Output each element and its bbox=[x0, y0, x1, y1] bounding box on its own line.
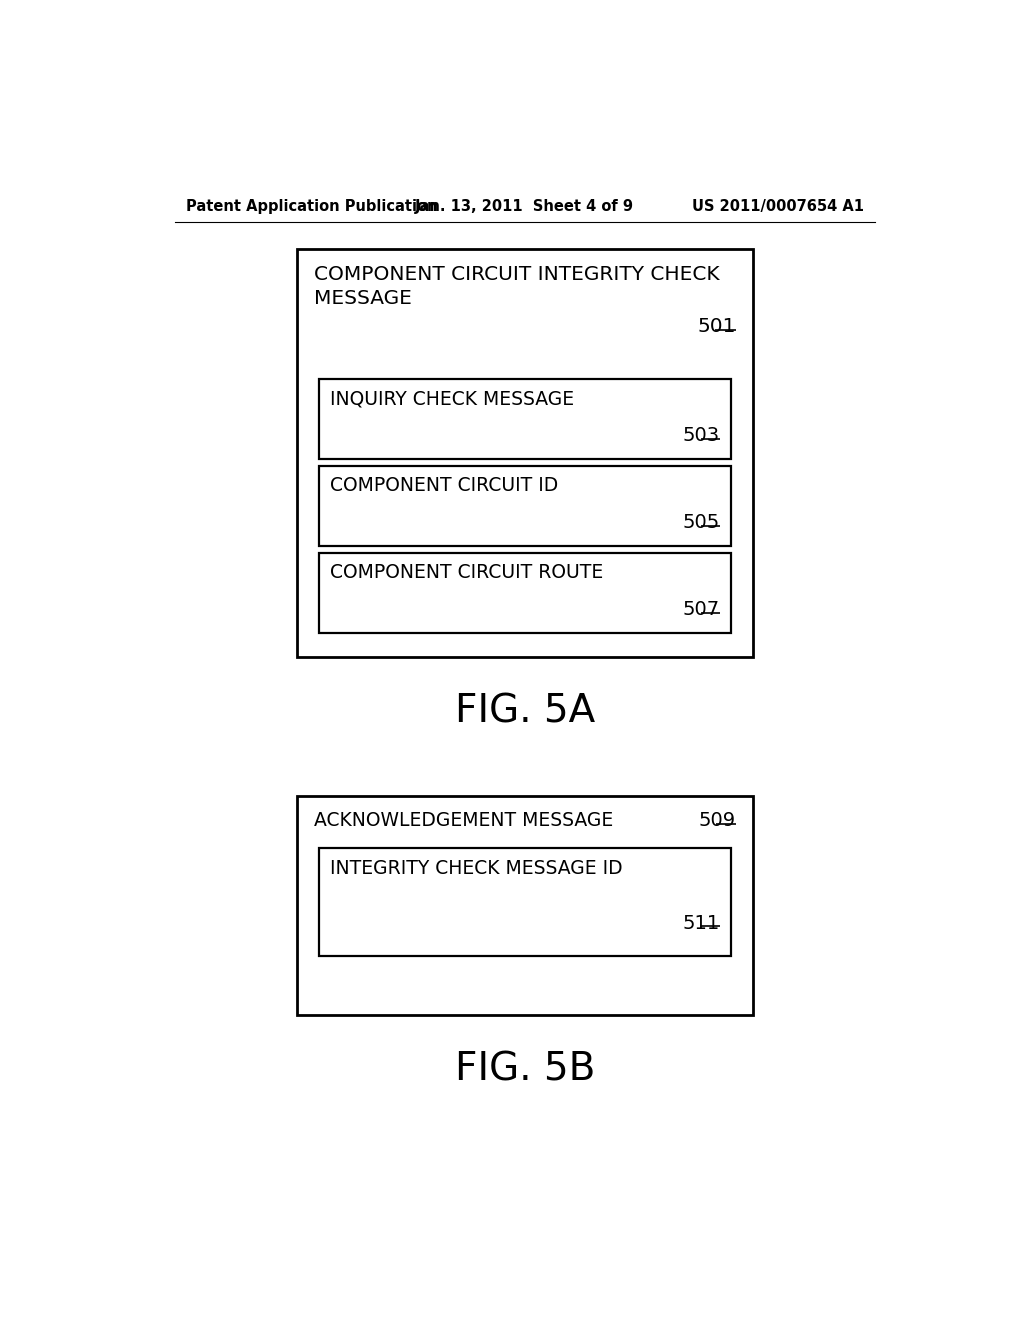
Bar bbox=[297, 249, 753, 657]
Bar bbox=[318, 379, 731, 459]
Text: INQUIRY CHECK MESSAGE: INQUIRY CHECK MESSAGE bbox=[330, 389, 573, 408]
Text: 501: 501 bbox=[697, 317, 735, 337]
Text: US 2011/0007654 A1: US 2011/0007654 A1 bbox=[692, 198, 864, 214]
Text: Jan. 13, 2011  Sheet 4 of 9: Jan. 13, 2011 Sheet 4 of 9 bbox=[416, 198, 634, 214]
Text: 503: 503 bbox=[683, 426, 720, 445]
Text: 507: 507 bbox=[683, 601, 720, 619]
Text: Patent Application Publication: Patent Application Publication bbox=[186, 198, 437, 214]
Text: ACKNOWLEDGEMENT MESSAGE: ACKNOWLEDGEMENT MESSAGE bbox=[314, 812, 613, 830]
Text: COMPONENT CIRCUIT INTEGRITY CHECK: COMPONENT CIRCUIT INTEGRITY CHECK bbox=[314, 264, 720, 284]
Bar bbox=[318, 553, 731, 634]
Text: FIG. 5A: FIG. 5A bbox=[455, 692, 595, 730]
Text: 505: 505 bbox=[683, 513, 720, 532]
Text: COMPONENT CIRCUIT ID: COMPONENT CIRCUIT ID bbox=[330, 477, 558, 495]
Text: 509: 509 bbox=[698, 812, 735, 830]
Text: INTEGRITY CHECK MESSAGE ID: INTEGRITY CHECK MESSAGE ID bbox=[330, 859, 623, 878]
Text: 511: 511 bbox=[683, 913, 720, 933]
Text: FIG. 5B: FIG. 5B bbox=[455, 1051, 595, 1088]
Text: MESSAGE: MESSAGE bbox=[314, 289, 412, 309]
Bar bbox=[297, 796, 753, 1015]
Bar bbox=[318, 849, 731, 956]
Text: COMPONENT CIRCUIT ROUTE: COMPONENT CIRCUIT ROUTE bbox=[330, 564, 603, 582]
Bar bbox=[318, 466, 731, 546]
